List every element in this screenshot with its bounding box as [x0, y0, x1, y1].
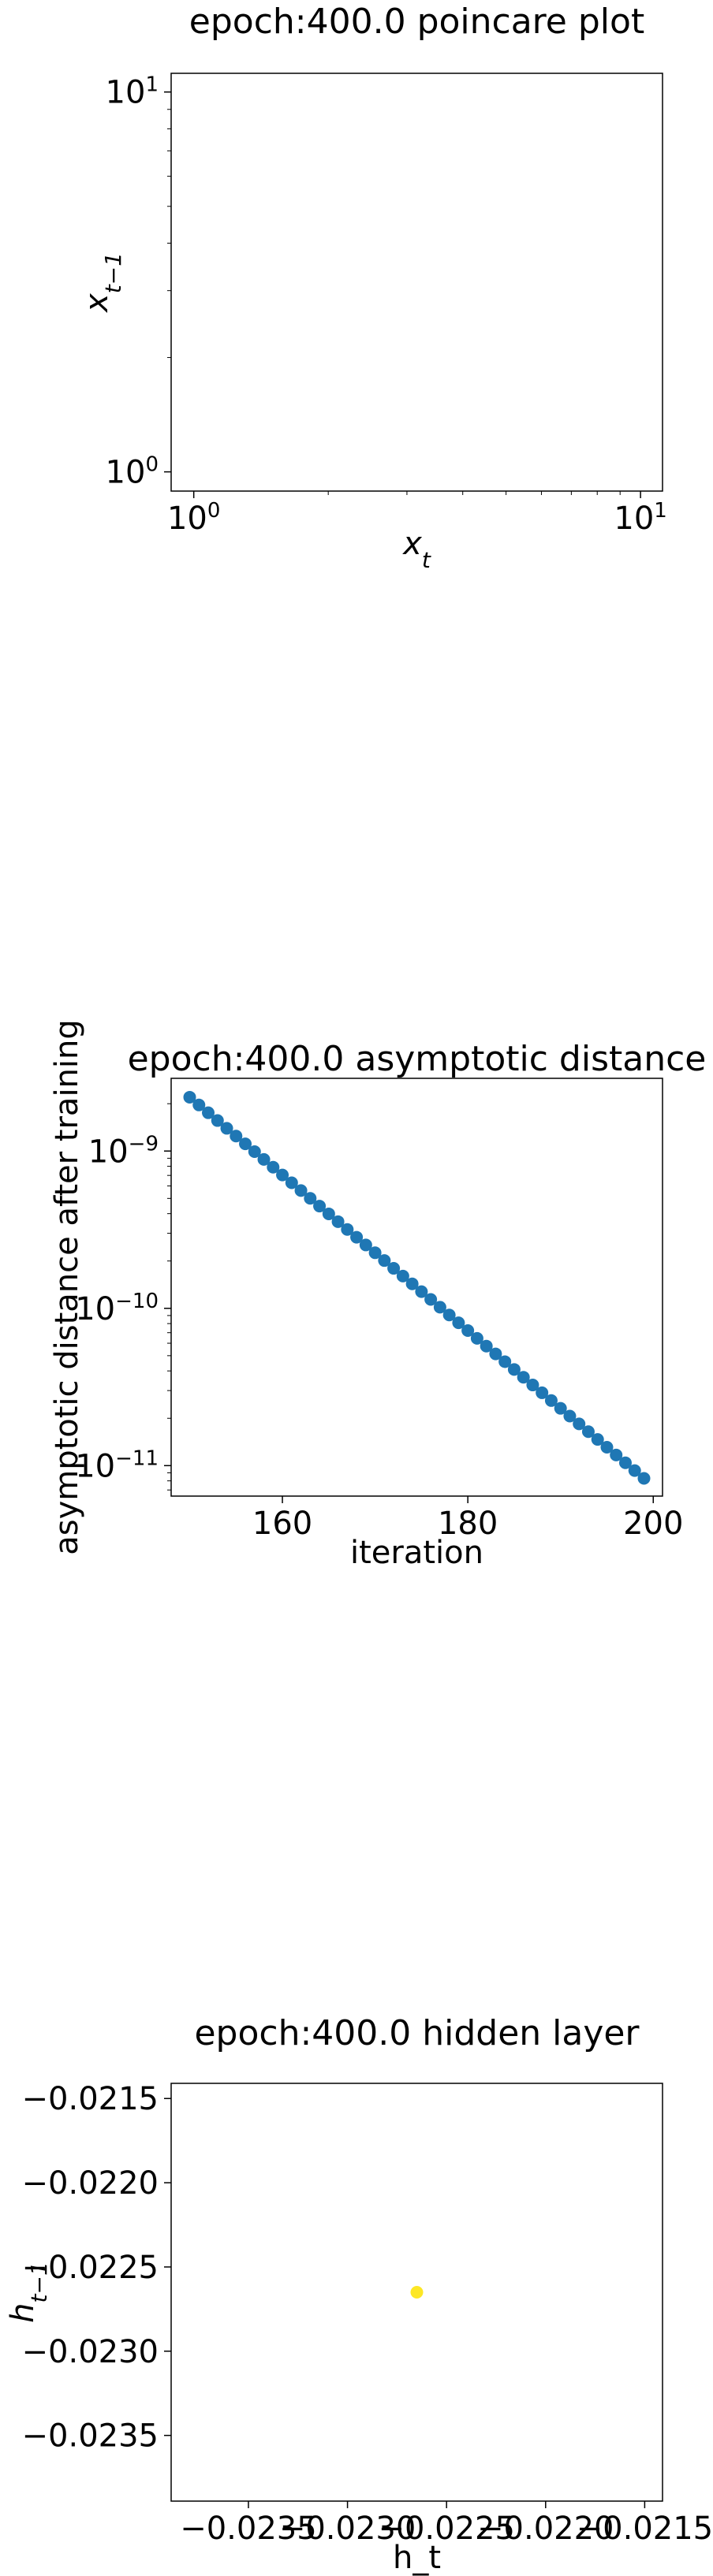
data-point: [211, 1114, 224, 1127]
x-axis-label: h_t: [393, 2540, 441, 2576]
data-point: [554, 1402, 567, 1415]
y-tick-label: −0.0230: [22, 2334, 159, 2370]
poincare-plot-panel: epoch:400.0 poincare plot 100 101 100 101 xt x…: [79, 2, 667, 573]
x-axis-label-subscript: t: [422, 547, 431, 573]
data-point: [470, 1331, 483, 1345]
y-tick-label: −0.0225: [22, 2250, 159, 2286]
data-point: [341, 1223, 354, 1236]
x-tick-label: 100: [167, 499, 220, 537]
data-point: [368, 1246, 382, 1260]
y-axis-label: asymptotic distance after training: [49, 1019, 85, 1555]
data-point: [507, 1363, 521, 1376]
data-point: [257, 1152, 271, 1166]
data-point: [350, 1230, 364, 1244]
y-tick-label: 100: [106, 453, 159, 491]
data-point: [442, 1308, 456, 1322]
x-tick-label: −0.0235: [180, 2511, 316, 2547]
data-point: [498, 1355, 512, 1368]
y-tick-label: 101: [106, 73, 159, 111]
data-point: [536, 1386, 549, 1399]
y-tick-label: 10−9: [88, 1132, 159, 1170]
y-tick-label: −0.0215: [22, 2081, 159, 2117]
y-tick-label: 10−10: [75, 1290, 159, 1327]
data-point: [396, 1269, 409, 1282]
x-tick-label: 180: [438, 1506, 498, 1542]
data-point: [544, 1394, 558, 1407]
data-point: [489, 1347, 502, 1361]
x-tick-label: 101: [614, 499, 666, 537]
data-point: [313, 1200, 327, 1213]
y-axis-label-subscript: t−1: [26, 2261, 52, 2302]
data-point: [230, 1130, 243, 1143]
data-point: [517, 1371, 530, 1384]
x-axis-label: xt: [401, 526, 431, 573]
data-point: [285, 1176, 298, 1189]
x-tick-label: 200: [623, 1506, 683, 1542]
data-point: [461, 1323, 475, 1337]
data-point: [637, 1472, 651, 1485]
data-point: [267, 1160, 280, 1174]
plot-frame: [170, 1078, 663, 1497]
data-point: [359, 1238, 372, 1252]
y-tick-label: −0.0235: [22, 2418, 159, 2455]
y-tick-label: −0.0220: [22, 2165, 159, 2202]
data-point: [276, 1168, 289, 1182]
data-point: [331, 1215, 345, 1228]
data-point: [239, 1137, 252, 1151]
data-point: [618, 1456, 632, 1469]
x-tick-label: −0.0220: [477, 2511, 614, 2547]
data-point: [405, 1277, 419, 1290]
data-point: [581, 1425, 595, 1439]
data-point: [433, 1301, 446, 1314]
y-axis-label-subscript: t−1: [100, 252, 126, 293]
data-point: [600, 1441, 614, 1454]
chart-title: epoch:400.0 poincare plot: [189, 2, 644, 42]
data-point: [410, 2286, 424, 2299]
plot-frame: [170, 2083, 663, 2502]
data-point: [573, 1417, 586, 1431]
data-point: [415, 1285, 428, 1298]
x-tick-label: −0.0230: [279, 2511, 416, 2547]
data-point: [248, 1145, 261, 1159]
asymptotic-distance-panel: epoch:400.0 asymptotic distance 160 180 200…: [49, 1019, 706, 1571]
x-tick-label: −0.0215: [577, 2511, 713, 2547]
data-point: [304, 1192, 317, 1205]
chart-title: epoch:400.0 hidden layer: [194, 2013, 640, 2053]
chart-title: epoch:400.0 asymptotic distance: [128, 1039, 707, 1079]
data-point: [628, 1464, 641, 1477]
data-point: [452, 1316, 465, 1330]
x-tick-label: 160: [252, 1506, 312, 1542]
y-axis-label: xt−1: [79, 252, 126, 314]
data-point: [322, 1207, 335, 1220]
y-tick-label: 10−11: [75, 1446, 159, 1484]
data-point: [192, 1098, 206, 1111]
data-point: [591, 1433, 604, 1446]
data-point: [424, 1293, 438, 1306]
hidden-layer-panel: epoch:400.0 hidden layer−0.0235−0.0230−0…: [5, 2013, 713, 2576]
data-point: [220, 1122, 233, 1135]
data-point: [526, 1379, 539, 1392]
data-point: [202, 1106, 215, 1119]
data-point: [378, 1254, 391, 1268]
x-tick-label: −0.0225: [378, 2511, 514, 2547]
data-point: [183, 1090, 196, 1104]
data-point: [294, 1184, 308, 1197]
x-axis-label: iteration: [350, 1535, 483, 1571]
data-point: [610, 1448, 623, 1461]
plot-frame: [170, 73, 663, 492]
data-point: [480, 1339, 493, 1353]
y-axis-label: ht−1: [5, 2261, 52, 2323]
data-point: [563, 1409, 577, 1423]
data-point: [387, 1262, 401, 1275]
